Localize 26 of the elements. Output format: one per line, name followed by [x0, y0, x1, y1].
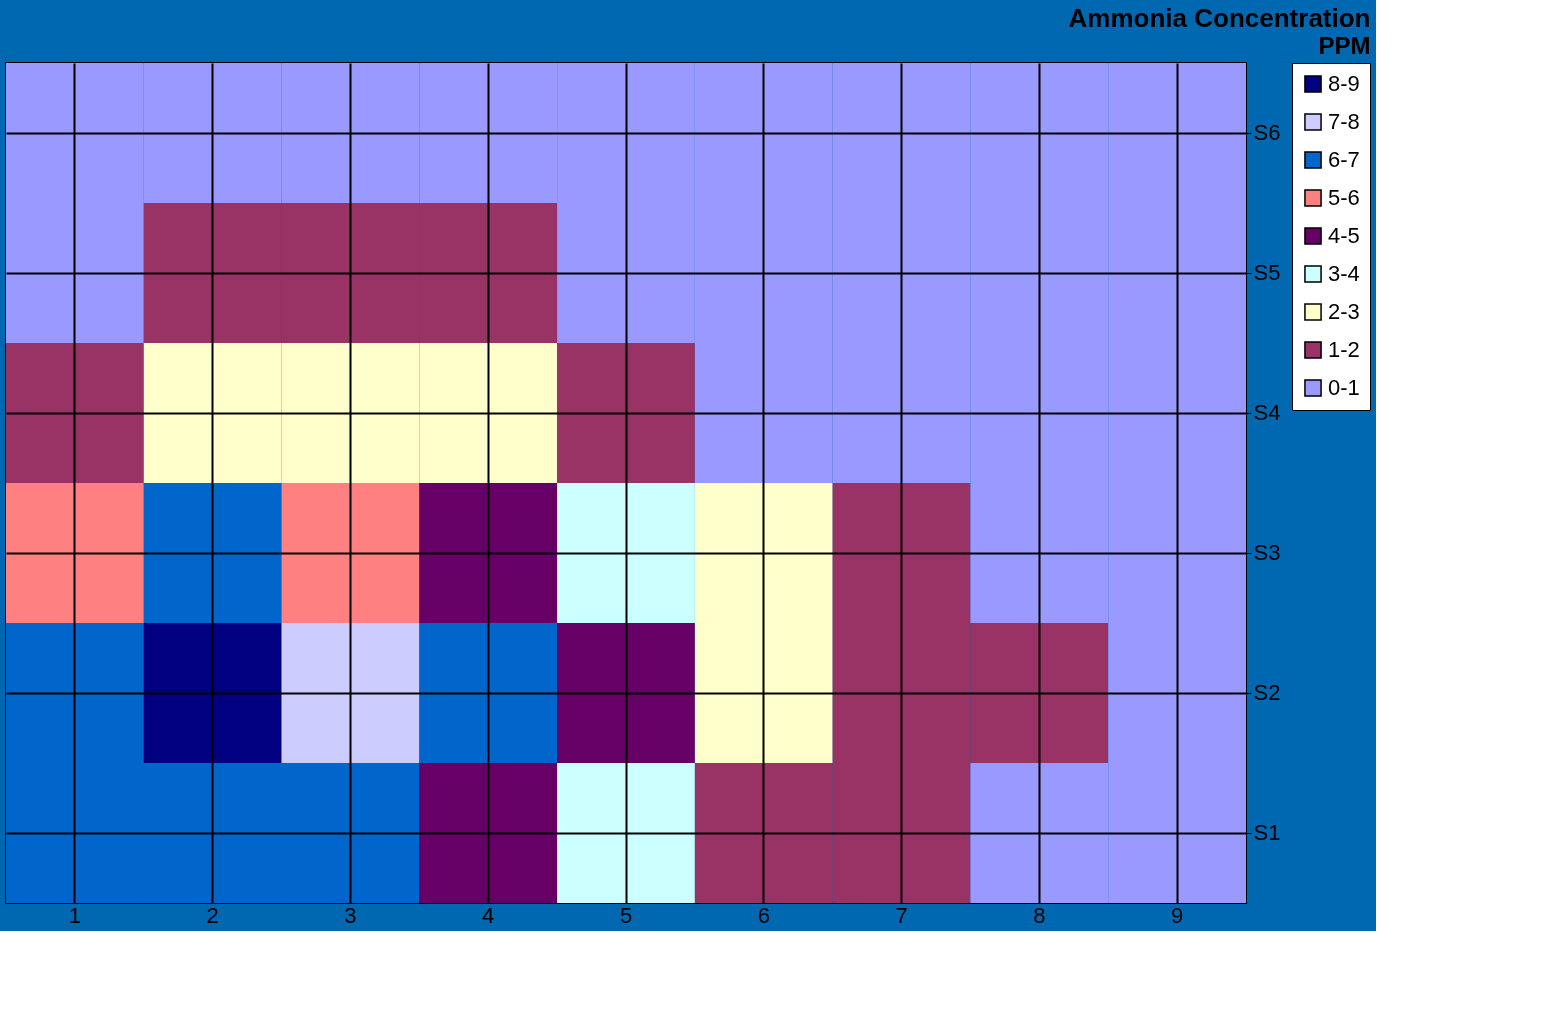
x-tick-label: 3 — [344, 902, 357, 928]
x-tick-label: 5 — [619, 902, 633, 928]
chart-title: Ammonia Concentration — [1068, 2, 1371, 33]
color-bar-label: 4-5 — [1328, 223, 1360, 248]
color-bar-label: 8-9 — [1328, 71, 1360, 96]
x-tick-label: 4 — [482, 902, 495, 928]
color-bar-label: 5-6 — [1328, 185, 1360, 210]
color-bar-label: 7-8 — [1328, 109, 1360, 134]
y-tick-label: S3 — [1253, 540, 1281, 565]
x-tick-label: 7 — [895, 902, 908, 928]
y-tick-label: S6 — [1253, 120, 1281, 145]
x-tick-label: 1 — [68, 902, 82, 928]
color-bar-label: 1-2 — [1328, 337, 1360, 362]
y-tick-label: S5 — [1253, 260, 1281, 285]
color-bar-label: 3-4 — [1328, 261, 1360, 286]
x-tick-label: 9 — [1170, 902, 1184, 928]
x-tick-label: 6 — [757, 902, 770, 928]
text: PPM — [1318, 31, 1371, 59]
y-tick-label: S1 — [1253, 820, 1281, 845]
x-tick-label: 2 — [206, 902, 219, 928]
color-bar-label: 0-1 — [1328, 375, 1360, 400]
y-tick-label: S2 — [1253, 680, 1281, 705]
x-tick-label: 8 — [1033, 902, 1046, 928]
color-bar-label: 6-7 — [1328, 147, 1360, 172]
color-bar-label: 2-3 — [1328, 299, 1360, 324]
y-tick-label: S4 — [1253, 400, 1281, 425]
